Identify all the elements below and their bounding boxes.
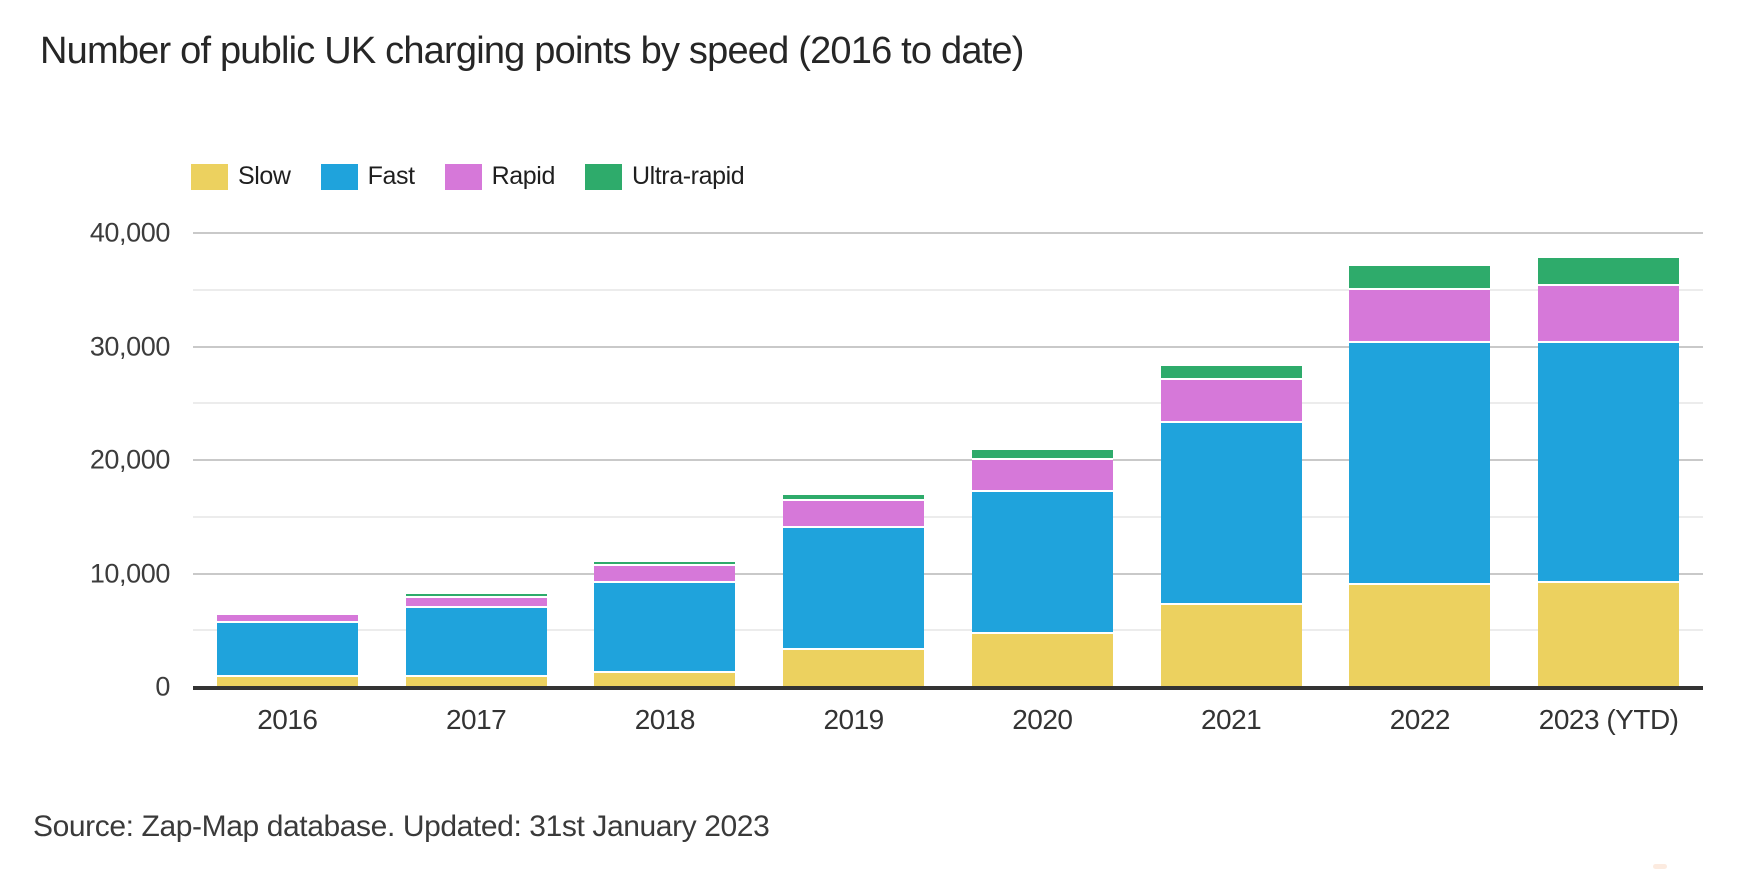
chart-title: Number of public UK charging points by s… <box>40 30 1024 72</box>
x-axis-label: 2016 <box>257 704 318 735</box>
bar-segment-rapid[interactable] <box>971 460 1113 493</box>
legend-swatch-rapid <box>444 163 482 190</box>
bar-2018[interactable] <box>594 561 736 687</box>
bar-segment-ultra-rapid[interactable] <box>783 495 925 502</box>
x-axis-label: 2017 <box>445 704 507 735</box>
gridline-minor <box>193 515 1703 518</box>
bar-band <box>193 233 382 687</box>
bar-segment-rapid[interactable] <box>594 566 736 584</box>
bar-segment-ultra-rapid[interactable] <box>1349 265 1491 291</box>
plot-area <box>193 232 1703 690</box>
legend-swatch-fast <box>320 163 358 190</box>
gridline-minor <box>193 629 1703 632</box>
bar-segment-ultra-rapid[interactable] <box>971 450 1113 461</box>
x-axis-label: 2018 <box>634 704 696 735</box>
x-axis-label: 2020 <box>1012 704 1073 735</box>
legend-swatch-slow <box>191 163 228 190</box>
bar-2020[interactable] <box>971 450 1113 687</box>
legend-swatch-ultra-rapid <box>584 163 622 190</box>
bar-segment-rapid[interactable] <box>216 615 358 623</box>
bar-segment-ultra-rapid[interactable] <box>1160 366 1302 381</box>
bar-segment-slow[interactable] <box>594 673 736 687</box>
x-axis-label: 2022 <box>1389 704 1451 735</box>
gridline-minor <box>193 402 1703 405</box>
bar-2017[interactable] <box>405 594 547 687</box>
bar-segment-rapid[interactable] <box>405 598 547 608</box>
legend-label: Ultra-rapid <box>631 162 745 190</box>
x-axis-line <box>193 686 1703 690</box>
legend-label: Rapid <box>491 162 556 190</box>
bar-2023-(ytd)[interactable] <box>1538 257 1680 687</box>
legend: Slow Fast Rapid Ultra-rapid <box>191 162 745 191</box>
y-axis-label: 20,000 <box>89 444 171 475</box>
bar-segment-ultra-rapid[interactable] <box>1538 257 1680 286</box>
bar-band <box>948 233 1137 687</box>
bar-segment-slow[interactable] <box>216 677 358 687</box>
x-axis-label: 2023 (YTD) <box>1538 704 1679 735</box>
bar-segment-rapid[interactable] <box>1349 290 1491 344</box>
legend-item-ultra-rapid[interactable]: Ultra-rapid <box>584 162 745 191</box>
bar-segment-ultra-rapid[interactable] <box>405 594 547 599</box>
bar-band <box>571 233 760 687</box>
bar-segment-fast[interactable] <box>216 622 358 678</box>
x-axis-labels: 2016 2017 2018 2019 2020 2021 2022 2023 (YTD) <box>193 704 1703 736</box>
source-note: Source: Zap-Map database. Updated: 31st … <box>33 810 770 843</box>
bar-2022[interactable] <box>1349 265 1491 687</box>
bar-band <box>1137 233 1326 687</box>
bar-segment-ultra-rapid[interactable] <box>216 612 358 616</box>
bar-segment-fast[interactable] <box>1538 342 1680 583</box>
bar-2021[interactable] <box>1160 366 1302 687</box>
bar-segment-fast[interactable] <box>594 583 736 674</box>
bar-segment-rapid[interactable] <box>1538 285 1680 343</box>
gridline-major <box>193 459 1703 461</box>
bars <box>193 233 1703 687</box>
bar-segment-slow[interactable] <box>405 676 547 687</box>
y-axis-label: 30,000 <box>89 331 171 361</box>
bar-2016[interactable] <box>216 612 358 687</box>
bar-segment-slow[interactable] <box>1160 605 1302 687</box>
bar-segment-slow[interactable] <box>971 634 1113 687</box>
bar-segment-fast[interactable] <box>405 607 547 677</box>
bar-band <box>759 233 948 687</box>
bar-segment-ultra-rapid[interactable] <box>594 561 736 567</box>
logo-fragment <box>1653 864 1667 869</box>
bar-segment-slow[interactable] <box>783 649 925 687</box>
gridline-major <box>193 232 1703 234</box>
bar-band <box>1326 233 1515 687</box>
x-axis-label: 2019 <box>823 704 884 735</box>
gridline-major <box>193 345 1703 348</box>
gridline-minor <box>193 288 1703 291</box>
bar-segment-fast[interactable] <box>1349 343 1491 585</box>
y-axis-label: 0 <box>155 671 170 702</box>
bar-segment-fast[interactable] <box>783 527 925 650</box>
y-axis-labels: 40,000 30,000 20,000 10,000 0 <box>0 218 171 702</box>
bar-2019[interactable] <box>783 495 925 687</box>
bar-band <box>382 233 571 687</box>
bar-segment-slow[interactable] <box>1349 584 1491 687</box>
legend-item-slow[interactable]: Slow <box>191 162 291 191</box>
y-axis-label: 10,000 <box>89 558 171 588</box>
bar-segment-fast[interactable] <box>1160 422 1302 606</box>
bar-band <box>1514 233 1703 687</box>
legend-label: Slow <box>238 162 291 190</box>
bar-segment-fast[interactable] <box>971 492 1113 635</box>
bar-segment-rapid[interactable] <box>1160 380 1302 423</box>
gridline-major <box>193 572 1703 575</box>
bar-segment-rapid[interactable] <box>783 501 925 528</box>
x-axis-label: 2021 <box>1200 704 1262 735</box>
legend-item-fast[interactable]: Fast <box>320 162 415 191</box>
legend-item-rapid[interactable]: Rapid <box>444 162 556 191</box>
bar-segment-slow[interactable] <box>1538 582 1680 687</box>
y-axis-label: 40,000 <box>89 217 171 248</box>
legend-label: Fast <box>367 162 415 190</box>
